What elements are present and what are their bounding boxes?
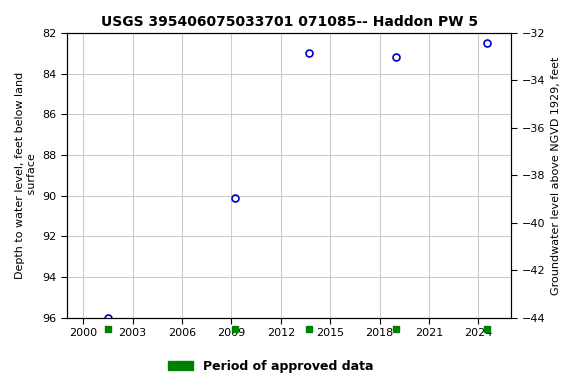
- Y-axis label: Depth to water level, feet below land
 surface: Depth to water level, feet below land su…: [15, 72, 37, 279]
- Title: USGS 395406075033701 071085-- Haddon PW 5: USGS 395406075033701 071085-- Haddon PW …: [101, 15, 478, 29]
- Legend: Period of approved data: Period of approved data: [163, 355, 378, 378]
- Y-axis label: Groundwater level above NGVD 1929, feet: Groundwater level above NGVD 1929, feet: [551, 56, 561, 295]
